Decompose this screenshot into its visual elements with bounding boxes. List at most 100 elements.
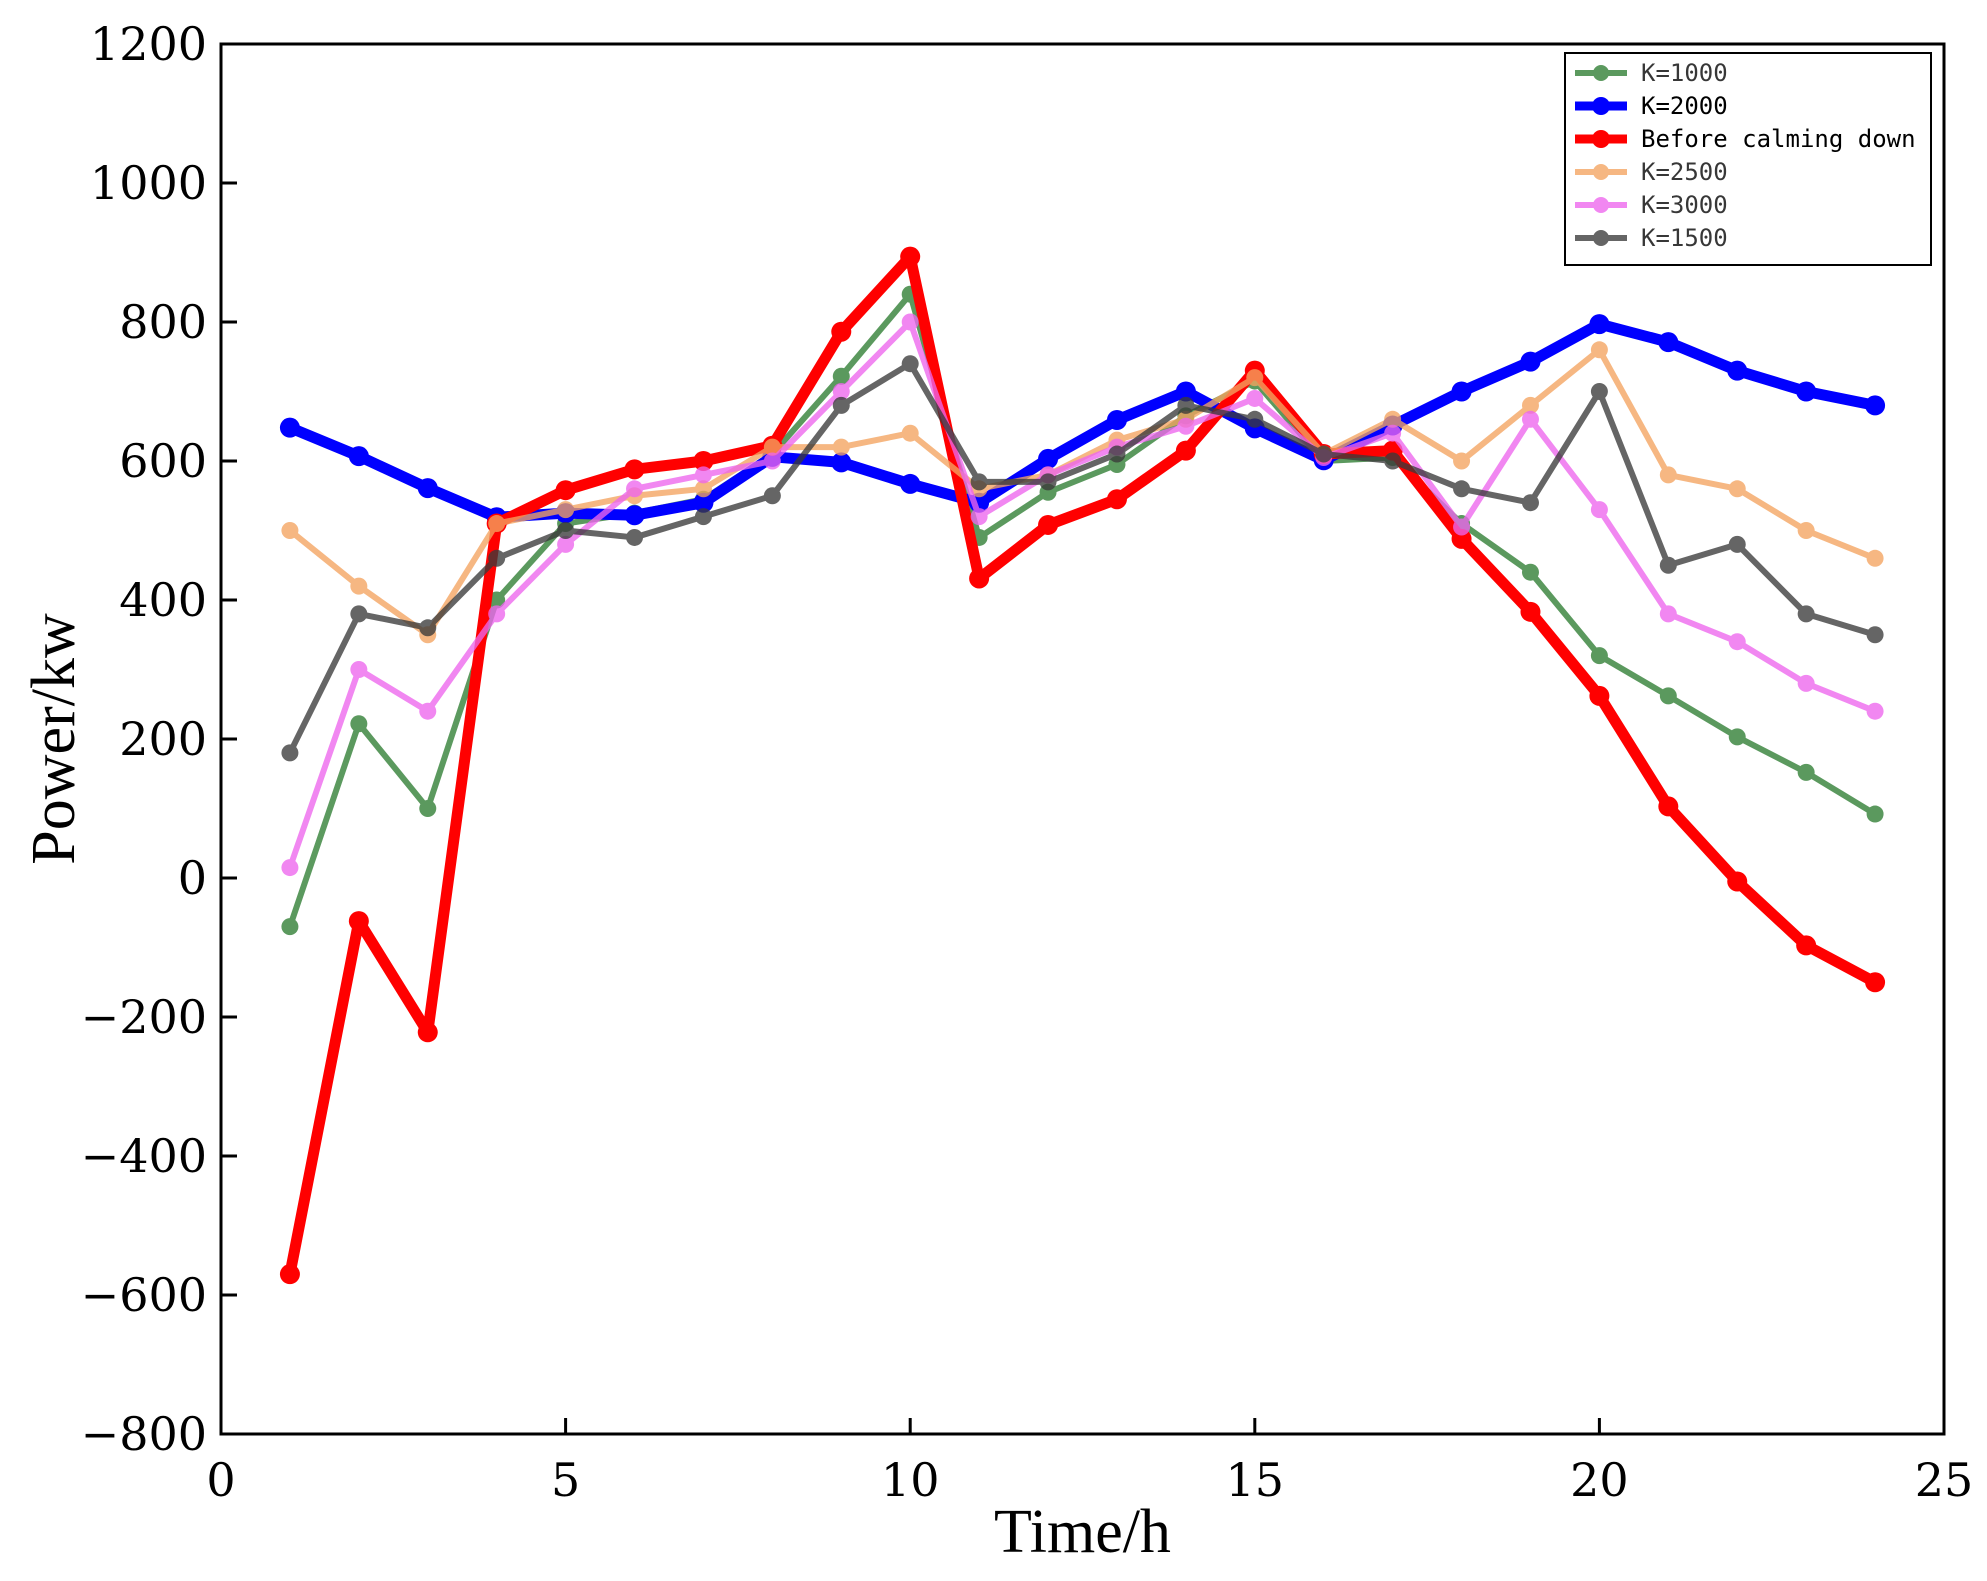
data-point: [970, 508, 988, 526]
data-point: [1106, 409, 1127, 430]
data-point: [1728, 633, 1746, 651]
y-axis-title: Power/kw: [20, 613, 88, 865]
legend-label: K=1500: [1641, 224, 1728, 252]
data-point: [1453, 452, 1471, 470]
legend-swatch-marker: [1593, 197, 1609, 213]
data-point: [350, 605, 368, 623]
series-before-calming-down: [279, 246, 1886, 1285]
x-tick-label: 15: [1226, 1453, 1285, 1507]
data-point: [1038, 448, 1059, 469]
legend-label: K=2500: [1641, 158, 1728, 186]
y-tick-label: −800: [81, 1407, 207, 1461]
y-tick-label: 0: [178, 851, 207, 905]
data-point: [557, 522, 575, 539]
series-line: [286, 319, 1879, 871]
legend-swatch-marker: [1593, 230, 1609, 246]
data-point: [555, 480, 576, 501]
data-point: [1590, 341, 1608, 359]
y-tick-label: −600: [81, 1268, 207, 1322]
data-point: [279, 1264, 300, 1285]
data-point: [1177, 396, 1195, 414]
series-k-1500: [281, 355, 1884, 762]
data-point: [281, 918, 299, 936]
data-point: [832, 396, 850, 414]
data-point: [832, 367, 850, 385]
data-point: [1038, 514, 1059, 535]
data-point: [901, 313, 919, 331]
data-point: [1866, 805, 1884, 823]
data-point: [1384, 410, 1402, 428]
data-point: [1106, 489, 1127, 510]
data-point: [1659, 556, 1677, 574]
data-point: [1589, 314, 1610, 335]
legend: K=1000 K=2000 Before calming down K=2500 K=3…: [1564, 52, 1932, 266]
x-tick-label: 20: [1570, 1453, 1629, 1507]
data-point: [1866, 549, 1884, 567]
x-tick-label: 25: [1915, 1453, 1974, 1507]
data-point: [1658, 332, 1679, 353]
x-axis-title: Time/h: [994, 1498, 1171, 1566]
data-point: [901, 424, 919, 442]
data-point: [694, 466, 712, 484]
data-point: [1797, 522, 1815, 539]
y-tick-label: −400: [81, 1129, 207, 1183]
data-point: [969, 568, 990, 589]
data-point: [1797, 763, 1815, 781]
data-point: [970, 473, 988, 491]
data-point: [1315, 445, 1333, 463]
data-point: [1728, 535, 1746, 553]
data-point: [419, 800, 437, 817]
x-tick-label: 10: [881, 1453, 940, 1507]
data-point: [417, 1022, 438, 1043]
data-point: [763, 487, 781, 505]
legend-label: Before calming down: [1641, 125, 1916, 153]
data-point: [488, 515, 506, 533]
data-point: [1865, 395, 1886, 416]
data-point: [624, 459, 645, 480]
data-point: [488, 605, 506, 623]
data-point: [1659, 687, 1677, 705]
y-tick-label: 1000: [90, 156, 207, 210]
data-point: [694, 508, 712, 526]
data-point: [1658, 796, 1679, 817]
data-point: [419, 619, 437, 637]
data-point: [1589, 685, 1610, 706]
series-line: [286, 360, 1879, 756]
data-point: [1659, 605, 1677, 623]
y-tick-label: 800: [119, 295, 207, 349]
data-point: [281, 744, 299, 762]
legend-label: K=2000: [1641, 92, 1728, 120]
data-point: [763, 438, 781, 456]
data-point: [1246, 410, 1264, 428]
data-point: [1521, 396, 1539, 414]
data-point: [348, 911, 369, 932]
data-point: [1727, 871, 1748, 892]
data-point: [1590, 383, 1608, 400]
data-point: [1384, 452, 1402, 470]
legend-entry: K=2000: [1575, 92, 1728, 120]
data-point: [417, 478, 438, 499]
data-point: [281, 522, 299, 539]
data-point: [1728, 480, 1746, 498]
data-point: [1797, 674, 1815, 692]
data-point: [694, 480, 712, 498]
data-point: [900, 246, 921, 267]
data-point: [348, 446, 369, 467]
data-point: [626, 528, 644, 546]
data-point: [1246, 369, 1264, 387]
data-point: [557, 501, 575, 519]
data-point: [1520, 351, 1541, 372]
data-point: [488, 549, 506, 567]
data-point: [1177, 417, 1195, 435]
data-point: [1521, 494, 1539, 512]
data-point: [626, 480, 644, 498]
data-point: [1520, 601, 1541, 622]
series-layer: [279, 246, 1886, 1285]
data-point: [832, 438, 850, 456]
y-tick-label: −200: [81, 990, 207, 1044]
data-point: [1866, 626, 1884, 644]
data-point: [1590, 647, 1608, 665]
legend-entry: K=1000: [1575, 59, 1728, 87]
y-tick-label: 1200: [90, 17, 207, 71]
